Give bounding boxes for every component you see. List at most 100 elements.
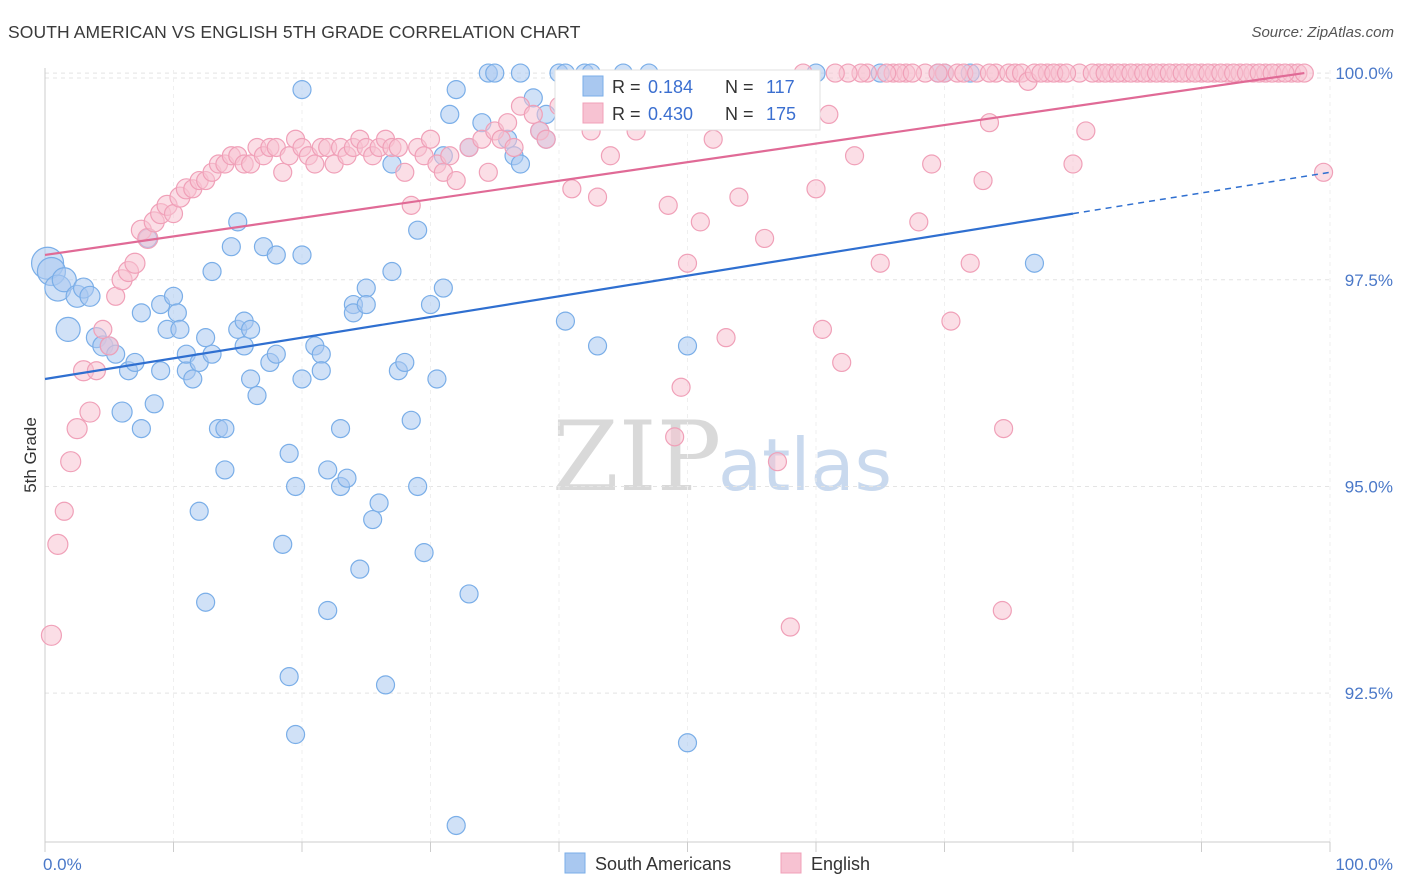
legend-r-value-0: 0.184: [648, 77, 693, 97]
point-english: [658, 195, 678, 215]
point-english: [273, 162, 293, 182]
legend-n-label-1: N =: [725, 104, 754, 124]
point-english: [979, 63, 1000, 83]
point-english: [665, 427, 685, 447]
point-english: [388, 137, 408, 158]
point-english: [1313, 162, 1334, 182]
point-south-americans: [446, 80, 466, 100]
point-south-americans: [337, 468, 357, 488]
legend-r-value-1: 0.430: [648, 104, 693, 124]
point-english: [523, 104, 543, 125]
point-south-americans: [196, 592, 216, 612]
point-english: [922, 154, 942, 174]
legend-r-label-0: R =: [612, 77, 641, 97]
point-south-americans: [459, 584, 479, 604]
point-south-americans: [485, 63, 505, 83]
point-english: [40, 624, 63, 646]
legend-box: R = 0.184 N = 117 R = 0.430 N = 175: [554, 69, 821, 131]
legend-n-value-0: 117: [766, 77, 795, 97]
point-south-americans: [266, 344, 286, 364]
legend-n-label-0: N =: [725, 77, 754, 97]
series-legend-swatch-south-americans: [564, 852, 586, 874]
point-south-americans: [330, 418, 351, 439]
point-south-americans: [273, 534, 293, 554]
legend-r-label-1: R =: [612, 104, 641, 124]
chart-title: SOUTH AMERICAN VS ENGLISH 5TH GRADE CORR…: [8, 22, 581, 42]
legend-swatch-south-americans: [582, 75, 604, 97]
point-english: [305, 154, 325, 174]
points-english: [40, 63, 1334, 646]
chart-source: Source: ZipAtlas.com: [1251, 24, 1394, 41]
y-tick-label: 100.0%: [1335, 64, 1393, 83]
point-english: [902, 63, 922, 83]
trendline-south-americans: [44, 212, 1074, 381]
point-south-americans: [311, 361, 331, 381]
point-english: [703, 129, 723, 149]
point-english: [562, 179, 582, 199]
point-english: [536, 129, 556, 149]
point-english: [395, 162, 415, 182]
point-south-americans: [221, 237, 241, 257]
y-tick-label: 97.5%: [1345, 271, 1393, 290]
point-english: [928, 63, 948, 83]
point-south-americans: [587, 336, 608, 356]
point-english: [446, 170, 466, 191]
point-english: [1076, 121, 1096, 141]
point-south-americans: [167, 303, 187, 323]
point-english: [60, 451, 82, 473]
point-south-americans: [356, 278, 376, 298]
series-legend-label-english: English: [811, 854, 870, 874]
x-ticks: [44, 842, 1331, 852]
point-south-americans: [241, 369, 261, 389]
point-south-americans: [144, 394, 164, 414]
point-english: [973, 170, 993, 191]
point-south-americans: [292, 369, 312, 389]
point-english: [93, 319, 113, 339]
point-south-americans: [510, 63, 531, 83]
point-english: [99, 336, 119, 356]
point-south-americans: [408, 476, 428, 497]
point-south-americans: [79, 285, 101, 307]
point-english: [420, 129, 441, 149]
x-tick-label-min: 0.0%: [43, 855, 82, 874]
point-south-americans: [395, 352, 415, 373]
point-south-americans: [151, 361, 171, 381]
point-english: [478, 162, 498, 182]
trendlines: [44, 71, 1331, 381]
point-english: [690, 212, 710, 232]
point-south-americans: [170, 319, 190, 339]
point-south-americans: [318, 460, 338, 480]
point-english: [1063, 154, 1083, 174]
point-south-americans: [202, 261, 222, 282]
point-south-americans: [266, 245, 286, 265]
point-english: [1275, 63, 1295, 83]
point-english: [754, 228, 775, 249]
point-english: [994, 418, 1014, 439]
point-english: [498, 113, 518, 133]
point-english: [47, 533, 69, 555]
point-south-americans: [51, 267, 77, 293]
point-english: [819, 104, 839, 125]
point-english: [832, 352, 852, 373]
point-english: [767, 452, 788, 472]
point-english: [677, 253, 698, 273]
point-english: [440, 146, 460, 166]
point-south-americans: [285, 476, 306, 497]
y-tick-label: 95.0%: [1345, 477, 1393, 496]
point-south-americans: [292, 245, 312, 265]
point-south-americans: [247, 385, 267, 406]
point-english: [79, 401, 101, 423]
point-south-americans: [279, 667, 299, 687]
watermark-zip: ZIP: [552, 401, 721, 513]
point-south-americans: [215, 460, 235, 480]
x-tick-label-max: 100.0%: [1335, 855, 1393, 874]
point-english: [941, 311, 961, 331]
point-english: [992, 600, 1012, 621]
point-south-americans: [279, 443, 299, 464]
point-english: [979, 113, 1000, 133]
point-south-americans: [446, 815, 466, 836]
series-legend: South Americans English: [564, 852, 870, 874]
point-english: [1056, 63, 1077, 83]
point-south-americans: [427, 369, 447, 389]
point-english: [587, 187, 608, 207]
